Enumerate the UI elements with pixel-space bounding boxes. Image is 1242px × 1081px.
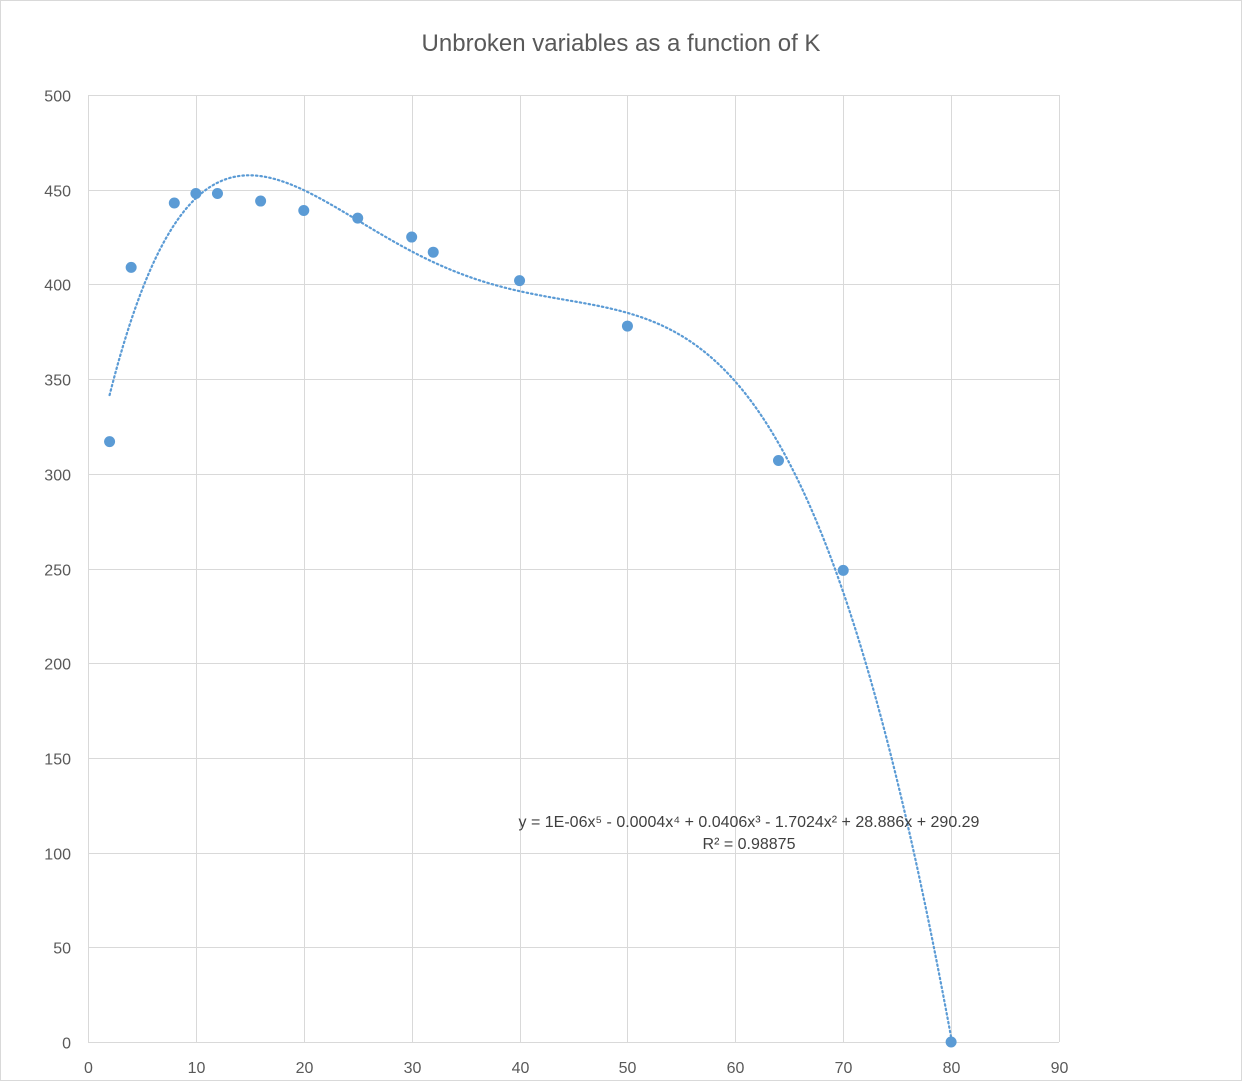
x-tick-label: 80 <box>943 1060 961 1077</box>
data-point <box>190 187 202 199</box>
x-tick-label: 40 <box>512 1060 530 1077</box>
y-tick-label: 150 <box>44 752 71 769</box>
data-point <box>352 212 364 224</box>
data-point <box>837 564 849 576</box>
data-point <box>168 197 180 209</box>
trendline-equation: y = 1E-06x⁵ - 0.0004x⁴ + 0.0406x³ - 1.70… <box>519 814 980 831</box>
y-tick-label: 100 <box>44 847 71 864</box>
x-tick-label: 60 <box>727 1060 745 1077</box>
x-tick-label: 20 <box>296 1060 314 1077</box>
data-point <box>211 187 223 199</box>
data-point <box>772 455 784 467</box>
x-tick-label: 0 <box>84 1060 93 1077</box>
data-point <box>621 320 633 332</box>
x-tick-label: 70 <box>835 1060 853 1077</box>
y-tick-label: 450 <box>44 184 71 201</box>
x-tick-label: 50 <box>619 1060 637 1077</box>
y-tick-label: 350 <box>44 373 71 390</box>
data-points <box>104 187 957 1048</box>
x-tick-label: 90 <box>1051 1060 1069 1077</box>
y-tick-label: 500 <box>44 89 71 106</box>
y-tick-label: 0 <box>62 1036 71 1053</box>
data-point <box>514 275 526 287</box>
data-point <box>125 261 137 273</box>
y-tick-label: 400 <box>44 278 71 295</box>
y-axis-ticks: 0 50 100 150 200 250 300 350 400 450 500 <box>44 89 71 1053</box>
trendline-r-squared: R² = 0.98875 <box>703 836 796 853</box>
x-tick-label: 10 <box>188 1060 206 1077</box>
y-tick-label: 200 <box>44 657 71 674</box>
y-tick-label: 50 <box>53 941 71 958</box>
x-tick-label: 30 <box>404 1060 422 1077</box>
data-point <box>427 246 439 258</box>
data-point <box>406 231 418 243</box>
data-point <box>255 195 267 207</box>
y-tick-label: 250 <box>44 563 71 580</box>
trendline <box>108 174 953 1039</box>
gridlines <box>88 95 1060 1043</box>
data-point <box>945 1036 957 1048</box>
chart-title: Unbroken variables as a function of K <box>422 30 821 57</box>
data-point <box>298 205 310 217</box>
y-tick-label: 300 <box>44 468 71 485</box>
data-point <box>104 436 116 448</box>
x-axis-ticks: 0 10 20 30 40 50 60 70 80 90 <box>84 1060 1068 1077</box>
